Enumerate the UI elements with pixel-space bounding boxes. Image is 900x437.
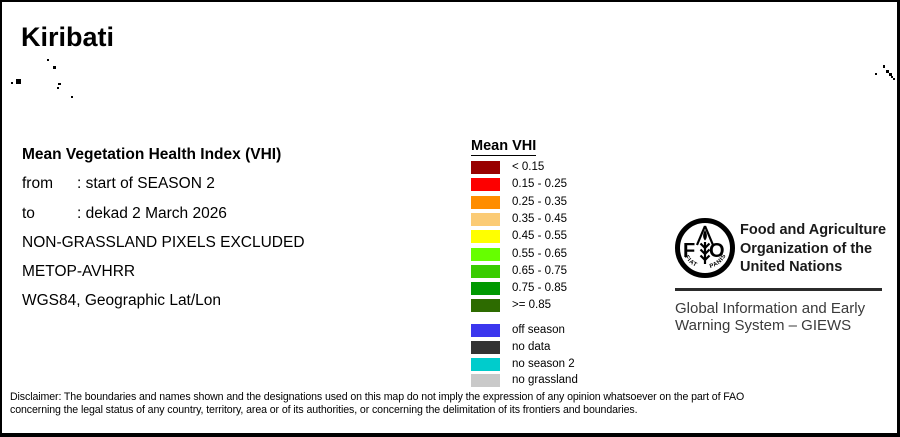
legend-swatch <box>471 299 500 313</box>
legend-label: 0.35 - 0.45 <box>512 212 567 225</box>
info-sensor: METOP-AVHRR <box>22 263 136 280</box>
legend-swatch <box>471 178 500 192</box>
legend-row-vhi-1: 0.15 - 0.25 <box>471 178 567 192</box>
wheat-ear-icon <box>695 225 715 264</box>
info-to-line: to : dekad 2 March 2026 <box>22 205 227 223</box>
legend-row-vhi-3: 0.35 - 0.45 <box>471 212 567 226</box>
legend-label: 0.65 - 0.75 <box>512 264 567 277</box>
legend-swatch <box>471 340 500 354</box>
island-dot-12 <box>893 78 895 80</box>
legend-swatch <box>471 195 500 209</box>
fao-org-name: Food and Agriculture Organization of the… <box>740 221 886 277</box>
legend-label: no data <box>512 340 551 353</box>
legend-label: 0.45 - 0.55 <box>512 230 567 243</box>
giews-line2: Warning System – GIEWS <box>675 316 852 334</box>
info-to-label: to <box>22 205 35 222</box>
island-dot-5 <box>57 87 59 89</box>
info-heading: Mean Vegetation Health Index (VHI) <box>22 146 282 163</box>
island-dot-10 <box>889 73 892 76</box>
legend-swatch <box>471 374 500 388</box>
fao-org-line2: Organization of the <box>740 240 873 257</box>
island-dot-8 <box>875 73 877 75</box>
legend-label: 0.25 - 0.35 <box>512 195 567 208</box>
legend-swatch <box>471 324 500 337</box>
island-dot-1 <box>53 66 56 69</box>
disclaimer: Disclaimer: The boundaries and names sho… <box>10 391 744 418</box>
page-title: Kiribati <box>21 22 115 52</box>
giews-line1: Global Information and Early <box>675 300 866 317</box>
legend-swatch <box>471 264 500 278</box>
wheat-grain-icon <box>703 230 707 241</box>
island-dot-3 <box>16 79 21 84</box>
info-projection: WGS84, Geographic Lat/Lon <box>22 292 222 309</box>
legend-label: 0.15 - 0.25 <box>512 178 567 191</box>
legend-label: 0.55 - 0.65 <box>512 247 567 260</box>
info-to-value: : dekad 2 March 2026 <box>77 205 227 222</box>
fao-org-line1: Food and Agriculture <box>740 222 887 238</box>
island-dot-7 <box>883 65 885 68</box>
giews-label: Global Information and Early Warning Sys… <box>675 300 866 334</box>
info-from-label: from <box>22 175 53 192</box>
island-dot-2 <box>11 82 13 84</box>
legend-row-status-1: no data <box>471 340 551 354</box>
legend-row-vhi-5: 0.55 - 0.65 <box>471 247 567 261</box>
info-exclusion: NON-GRASSLAND PIXELS EXCLUDED <box>22 234 305 251</box>
legend-label: no season 2 <box>512 357 575 370</box>
fao-divider-line <box>675 288 882 291</box>
legend-label: >= 0.85 <box>512 299 552 312</box>
legend-row-vhi-4: 0.45 - 0.55 <box>471 230 567 244</box>
disclaimer-line2: concerning the legal status of any count… <box>10 404 638 417</box>
info-from-line: from : start of SEASON 2 <box>22 175 215 193</box>
info-from-value: : start of SEASON 2 <box>77 175 215 192</box>
legend-row-vhi-7: 0.75 - 0.85 <box>471 282 567 296</box>
legend-label: no grassland <box>512 374 578 387</box>
legend-swatch <box>471 230 500 244</box>
legend-label: < 0.15 <box>512 161 545 173</box>
legend-row-status-0: off season <box>471 324 565 337</box>
legend-swatch <box>471 212 500 226</box>
island-dot-4 <box>58 83 61 85</box>
fao-logo-letter-f: F <box>683 240 695 262</box>
legend-swatch <box>471 282 500 296</box>
legend-row-status-2: no season 2 <box>471 357 575 371</box>
legend-row-vhi-0: < 0.15 <box>471 161 544 174</box>
disclaimer-line1: Disclaimer: The boundaries and names sho… <box>10 391 745 403</box>
legend-row-vhi-2: 0.25 - 0.35 <box>471 195 567 209</box>
legend-title: Mean VHI <box>471 138 537 156</box>
legend-row-vhi-8: >= 0.85 <box>471 299 552 313</box>
island-dot-0 <box>47 59 49 61</box>
legend-row-status-3: no grassland <box>471 374 578 388</box>
island-dot-9 <box>886 70 889 73</box>
legend-label: 0.75 - 0.85 <box>512 282 567 295</box>
fao-logo-letter-o: O <box>709 240 725 262</box>
island-dot-6 <box>71 96 73 98</box>
fao-org-line3: United Nations <box>740 259 843 275</box>
legend-swatch <box>471 247 500 261</box>
legend-swatch <box>471 357 500 371</box>
legend-swatch <box>471 161 500 174</box>
fao-logo: F O FIAT PANIS <box>675 218 735 278</box>
legend-row-vhi-6: 0.65 - 0.75 <box>471 264 567 278</box>
legend-label: off season <box>512 324 565 336</box>
island-dot-11 <box>891 76 893 78</box>
